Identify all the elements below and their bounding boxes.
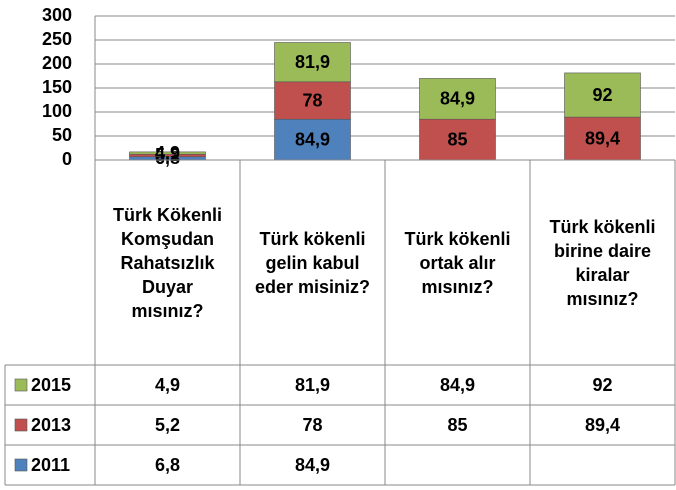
bar-value-label: 84,9 xyxy=(440,89,475,109)
legend-swatch xyxy=(14,378,28,392)
table-cell: 85 xyxy=(447,415,467,435)
y-tick-label: 150 xyxy=(42,77,72,97)
table-cell: 5,2 xyxy=(155,415,180,435)
legend-label: 2013 xyxy=(31,415,71,435)
bar-value-label: 81,9 xyxy=(295,52,330,72)
table-cell: 6,8 xyxy=(155,455,180,475)
x-tick-label: Türk kökenli gelin kabul eder misiniz? xyxy=(254,228,371,297)
y-tick-label: 250 xyxy=(42,29,72,49)
bar-segment xyxy=(564,72,641,118)
bar-segment xyxy=(419,78,496,120)
table-cell: 92 xyxy=(592,375,612,395)
x-tick-label: Türk kökenli ortak alır mısınız? xyxy=(404,228,511,297)
table-cell: 4,9 xyxy=(155,375,180,395)
bar-segment xyxy=(274,118,351,161)
bar-value-label: 78 xyxy=(302,90,322,110)
bar-value-label: 92 xyxy=(592,85,612,105)
table-cell: 84,9 xyxy=(295,455,330,475)
bar-value-label: 85 xyxy=(447,129,467,149)
x-tick-label: Türk kökenli birine daire kiralar mısını… xyxy=(549,216,656,309)
legend-label: 2015 xyxy=(31,375,71,395)
y-tick-label: 100 xyxy=(42,101,72,121)
table-cell: 89,4 xyxy=(585,415,620,435)
y-tick-label: 50 xyxy=(52,125,72,145)
table-cell: 81,9 xyxy=(295,375,330,395)
bar-segment xyxy=(129,151,206,155)
bar-segment xyxy=(274,42,351,83)
legend-label: 2011 xyxy=(31,455,70,475)
bar-value-label: 4,9 xyxy=(155,143,180,163)
y-tick-label: 200 xyxy=(42,53,72,73)
table-cell: 84,9 xyxy=(440,375,475,395)
bar-segment xyxy=(564,116,641,161)
bar-value-label: 84,9 xyxy=(295,129,330,149)
x-tick-label: Türk Kökenli Komşudan Rahatsızlık Duyar … xyxy=(112,204,223,321)
legend-swatch xyxy=(14,458,28,472)
legend-swatch xyxy=(14,418,28,432)
bar-segment xyxy=(274,81,351,120)
y-tick-label: 0 xyxy=(62,149,72,169)
y-tick-label: 300 xyxy=(42,5,72,25)
bar-value-label: 89,4 xyxy=(585,128,620,148)
table-cell: 78 xyxy=(302,415,322,435)
